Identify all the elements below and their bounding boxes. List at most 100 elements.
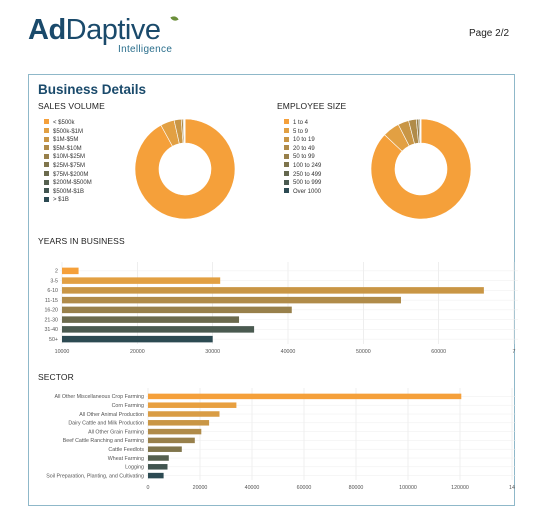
legend-item-10-to-19: 10 to 19 — [284, 136, 321, 145]
employee-size-legend: 1 to 4 5 to 9 10 to 19 20 to 49 50 to 99 100 … — [284, 119, 321, 196]
bar-soil-preparation-planting-and-cultivating — [148, 472, 164, 479]
legend-item-25m-75m: $25M-$75M — [44, 162, 92, 171]
legend-label: $10M-$25M — [53, 154, 86, 161]
legend-label: $5M-$10M — [53, 145, 82, 152]
y-tick-label: 11-15 — [45, 298, 58, 304]
years-in-business-chart: 10000 20000 30000 40000 50000 60000 7 2 3-5 6-10 1… — [44, 262, 518, 355]
logo-daptive: Daptive — [65, 14, 161, 46]
x-tick-label: 0 — [147, 485, 150, 491]
bar-2 — [62, 267, 79, 275]
adaptive-logo: AdDaptive Intelligence — [28, 14, 188, 56]
x-tick-label: 20000 — [193, 485, 208, 491]
legend-item-1-to-4: 1 to 4 — [284, 119, 321, 128]
business-details-card — [28, 74, 515, 506]
bar-beef-cattle-ranching-and-farming — [148, 437, 195, 444]
bar-21-30 — [62, 316, 240, 323]
x-tick-label: 20000 — [130, 349, 145, 355]
legend-swatch — [44, 179, 49, 185]
y-tick-label: All Other Animal Production — [79, 412, 144, 418]
legend-item-200m-500m: $200M-$500M — [44, 179, 92, 188]
legend-swatch — [284, 128, 289, 134]
legend-swatch — [44, 170, 49, 176]
legend-label: 5 to 9 — [293, 128, 309, 135]
legend-item-250-to-499: 250 to 499 — [284, 170, 322, 180]
legend-item-100-to-249: 100 to 249 — [284, 162, 321, 171]
legend-swatch — [44, 136, 49, 142]
y-tick-label: 31-40 — [44, 327, 58, 333]
legend-swatch — [44, 119, 49, 125]
legend-item-5m-10m: $5M-$10M — [44, 145, 92, 154]
card-title: Business Details — [38, 82, 147, 97]
legend-item-1b: > $1B — [44, 196, 92, 205]
logo-leaf-icon — [170, 14, 179, 23]
y-tick-label: Cattle Feedlots — [108, 447, 144, 453]
y-tick-label: 50+ — [49, 337, 58, 343]
y-tick-label: Corn Farming — [112, 403, 144, 409]
legend-label: $1M-$5M — [53, 137, 79, 144]
legend-label: 1 to 4 — [293, 120, 309, 126]
x-tick-label: 40000 — [281, 349, 296, 355]
sales-volume-title: SALES VOLUME — [38, 101, 105, 111]
x-tick-label: 60000 — [297, 485, 312, 491]
legend-swatch — [44, 188, 49, 194]
legend-label: $500k-$1M — [53, 128, 84, 135]
y-tick-label: Beef Cattle Ranching and Farming — [63, 438, 144, 444]
bar-corn-farming — [148, 402, 237, 408]
page-number: Page 2/2 — [469, 28, 510, 39]
bar-cattle-feedlots — [148, 446, 182, 452]
legend-item-5-to-9: 5 to 9 — [284, 128, 321, 137]
x-tick-label: 60000 — [431, 349, 446, 355]
x-tick-label: 100000 — [399, 485, 417, 491]
legend-swatch — [284, 170, 289, 176]
bar-all-other-grain-farming — [148, 428, 202, 435]
bar-logging — [148, 464, 168, 470]
bar-3-5 — [62, 277, 221, 284]
legend-label: 10 to 19 — [293, 137, 315, 144]
legend-label: $500M-$1B — [53, 188, 85, 195]
sector-chart: 0 20000 40000 60000 80000 100000 120000 14 All O… — [46, 388, 516, 491]
legend-swatch — [44, 162, 49, 168]
legend-item-50-to-99: 50 to 99 — [284, 153, 321, 162]
employee-size-title: EMPLOYEE SIZE — [277, 101, 347, 111]
employee-size-donut — [370, 118, 472, 220]
legend-item-20-to-49: 20 to 49 — [284, 145, 321, 154]
x-tick-label: 7 — [513, 349, 516, 355]
legend-label: 50 to 99 — [293, 154, 315, 161]
bar-11-15 — [62, 296, 401, 304]
legend-label: > $1B — [53, 197, 69, 204]
legend-swatch — [284, 119, 289, 125]
logo-subtitle: Intelligence — [118, 44, 173, 55]
y-tick-label: 21-30 — [44, 317, 58, 323]
legend-item-1m-5m: $1M-$5M — [44, 136, 92, 145]
x-tick-label: 14 — [509, 485, 515, 491]
legend-swatch — [284, 153, 289, 159]
bar-6-10 — [62, 287, 484, 294]
y-tick-label: All Other Grain Farming — [88, 429, 144, 435]
legend-item-500-to-999: 500 to 999 — [284, 179, 321, 188]
sales-volume-legend: < $500k $500k-$1M $1M-$5M $5M-$10M $10M-$25M… — [44, 119, 92, 205]
years-in-business-title: YEARS IN BUSINESS — [38, 236, 125, 246]
x-tick-label: 10000 — [55, 349, 70, 355]
bar-all-other-miscellaneous-crop-farming — [148, 393, 462, 400]
y-tick-label: 16-20 — [44, 308, 58, 314]
legend-label: $200M-$500M — [53, 180, 92, 187]
y-tick-label: Dairy Cattle and Milk Production — [68, 421, 144, 427]
legend-label: 100 to 249 — [293, 162, 322, 169]
legend-label: Over 1000 — [293, 188, 322, 195]
legend-swatch — [284, 136, 289, 142]
legend-label: 20 to 49 — [293, 145, 315, 152]
legend-item-500m-1b: $500M-$1B — [44, 188, 92, 197]
legend-swatch — [44, 196, 49, 202]
legend-item-500k-1m: $500k-$1M — [44, 128, 92, 137]
legend-label: $25M-$75M — [53, 162, 86, 169]
bar-31-40 — [62, 326, 255, 333]
legend-label: 250 to 499 — [293, 171, 322, 178]
legend-item-75m-200m: $75M-$200M — [44, 170, 92, 180]
x-tick-label: 40000 — [245, 485, 260, 491]
donut-slice-500k — [134, 118, 236, 220]
sector-title: SECTOR — [38, 372, 74, 382]
bar-wheat-farming — [148, 455, 169, 461]
legend-item-500k: < $500k — [44, 119, 92, 128]
donut-slice-1-to-4 — [370, 118, 472, 220]
legend-swatch — [284, 145, 289, 151]
